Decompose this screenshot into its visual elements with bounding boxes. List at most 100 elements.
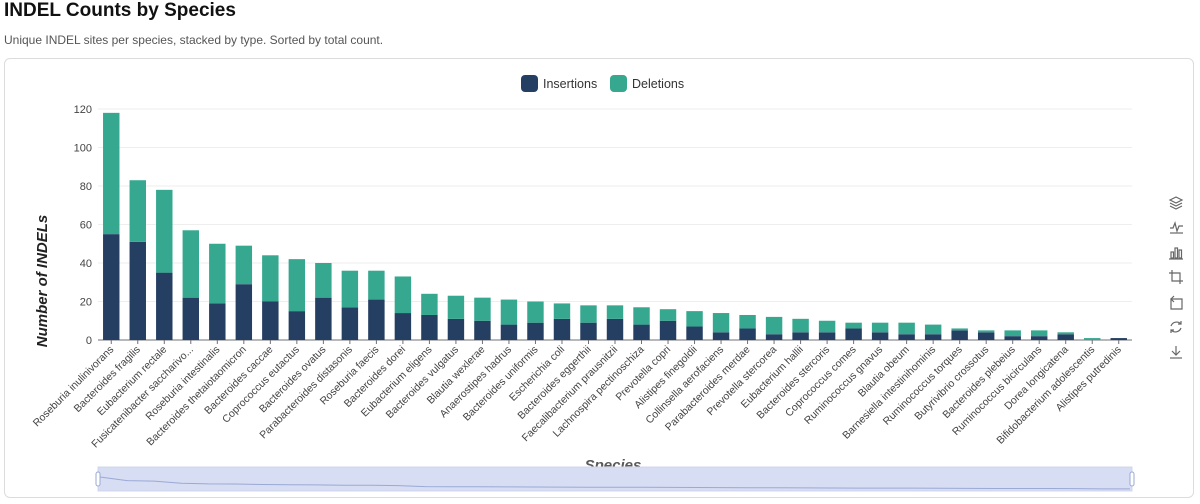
bar-deletions[interactable]: [421, 293, 438, 315]
bar-deletions[interactable]: [580, 305, 597, 323]
bar-insertions[interactable]: [1004, 336, 1021, 340]
bar-deletions[interactable]: [103, 112, 120, 235]
restore-icon[interactable]: [1168, 319, 1184, 335]
line-chart-icon[interactable]: [1168, 219, 1184, 235]
bar-insertions[interactable]: [129, 241, 146, 340]
bar-insertions[interactable]: [686, 326, 703, 340]
bar-deletions[interactable]: [1084, 338, 1101, 340]
y-tick-label: 80: [80, 181, 92, 193]
bar-deletions[interactable]: [235, 245, 253, 285]
bar-deletions[interactable]: [977, 330, 995, 333]
bar-deletions[interactable]: [845, 322, 862, 329]
y-tick-label: 100: [74, 143, 92, 155]
bar-insertions[interactable]: [209, 303, 226, 340]
zoom-in-icon[interactable]: [1168, 269, 1184, 285]
bar-insertions[interactable]: [659, 320, 677, 340]
bar-insertions[interactable]: [474, 320, 491, 340]
bar-deletions[interactable]: [765, 316, 783, 335]
bar-deletions[interactable]: [1004, 330, 1021, 337]
bar-deletions[interactable]: [633, 307, 650, 325]
bar-insertions[interactable]: [341, 307, 359, 340]
bar-deletions[interactable]: [606, 305, 624, 319]
bar-insertions[interactable]: [898, 334, 915, 340]
legend-item-insertions[interactable]: Insertions: [521, 75, 597, 92]
bar-deletions[interactable]: [474, 297, 491, 321]
bar-deletions[interactable]: [341, 270, 359, 308]
bar-insertions[interactable]: [447, 318, 465, 340]
bar-deletions[interactable]: [924, 324, 942, 335]
bar-deletions[interactable]: [315, 263, 332, 298]
bar-insertions[interactable]: [633, 324, 650, 340]
stack-icon[interactable]: [1168, 194, 1184, 210]
bar-insertions[interactable]: [871, 332, 889, 340]
bar-deletions[interactable]: [1030, 330, 1048, 337]
bar-deletions[interactable]: [712, 313, 730, 333]
bar-deletions[interactable]: [898, 322, 915, 335]
y-tick-label: 40: [80, 258, 92, 270]
bar-deletions[interactable]: [447, 295, 465, 319]
bar-deletions[interactable]: [394, 276, 412, 314]
bar-insertions[interactable]: [235, 284, 253, 340]
bar-deletions[interactable]: [156, 189, 173, 273]
bar-insertions[interactable]: [262, 301, 279, 341]
bar-insertions[interactable]: [977, 332, 995, 340]
bar-insertions[interactable]: [103, 234, 120, 340]
data-zoom-handle-right[interactable]: [1129, 471, 1135, 487]
page-title: INDEL Counts by Species: [4, 0, 236, 21]
bar-insertions[interactable]: [845, 328, 862, 340]
y-tick-label: 20: [80, 297, 92, 309]
bar-deletions[interactable]: [262, 255, 279, 302]
bar-deletions[interactable]: [209, 243, 226, 304]
bar-insertions[interactable]: [182, 297, 200, 340]
download-icon[interactable]: [1168, 344, 1184, 360]
zoom-reset-icon[interactable]: [1168, 294, 1184, 310]
bars-layer: [103, 112, 1127, 341]
bar-insertions[interactable]: [394, 313, 412, 340]
data-zoom-slider[interactable]: [95, 466, 1135, 492]
legend-item-deletions[interactable]: Deletions: [610, 75, 684, 92]
bar-deletions[interactable]: [182, 230, 200, 298]
bar-insertions[interactable]: [368, 299, 385, 340]
bar-insertions[interactable]: [288, 311, 306, 340]
bar-insertions[interactable]: [315, 297, 332, 340]
bar-insertions[interactable]: [421, 314, 438, 340]
bar-insertions[interactable]: [951, 330, 968, 340]
bar-deletions[interactable]: [792, 318, 809, 333]
bar-deletions[interactable]: [368, 270, 385, 300]
bar-insertions[interactable]: [712, 332, 730, 340]
bar-insertions[interactable]: [606, 318, 624, 340]
chart-card: 0 20 40 60 80 100 120 Roseburia inulinivorans Ba…: [4, 58, 1194, 498]
bar-deletions[interactable]: [871, 322, 889, 333]
bar-insertions[interactable]: [156, 272, 173, 340]
legend-swatch-deletions: [610, 75, 627, 92]
legend-label-deletions: Deletions: [632, 77, 684, 91]
bar-deletions[interactable]: [686, 311, 703, 327]
bar-insertions[interactable]: [818, 332, 836, 340]
data-zoom-handle-left[interactable]: [95, 471, 101, 487]
bar-insertions[interactable]: [739, 328, 756, 340]
bar-insertions[interactable]: [580, 322, 597, 340]
bar-insertions[interactable]: [500, 324, 518, 340]
bar-deletions[interactable]: [739, 314, 756, 329]
bar-deletions[interactable]: [818, 320, 836, 333]
y-tick-label: 120: [74, 104, 92, 116]
data-zoom-sparkline: [99, 476, 1130, 490]
bar-deletions[interactable]: [500, 299, 518, 325]
bar-deletions[interactable]: [129, 180, 146, 242]
bar-insertions[interactable]: [1057, 334, 1074, 340]
bar-insertions[interactable]: [553, 318, 571, 340]
bar-deletions[interactable]: [527, 301, 544, 323]
bar-insertions[interactable]: [924, 334, 942, 340]
bar-deletions[interactable]: [288, 259, 306, 312]
bar-deletions[interactable]: [553, 303, 571, 319]
bar-insertions[interactable]: [792, 332, 809, 340]
bar-insertions[interactable]: [1030, 336, 1048, 340]
bar-insertions[interactable]: [527, 322, 544, 340]
bar-deletions[interactable]: [659, 309, 677, 321]
bar-insertions[interactable]: [1110, 338, 1127, 340]
bar-deletions[interactable]: [951, 328, 968, 331]
bar-deletions[interactable]: [1057, 332, 1074, 335]
bar-chart-icon[interactable]: [1168, 244, 1184, 260]
bar-insertions[interactable]: [765, 334, 783, 340]
